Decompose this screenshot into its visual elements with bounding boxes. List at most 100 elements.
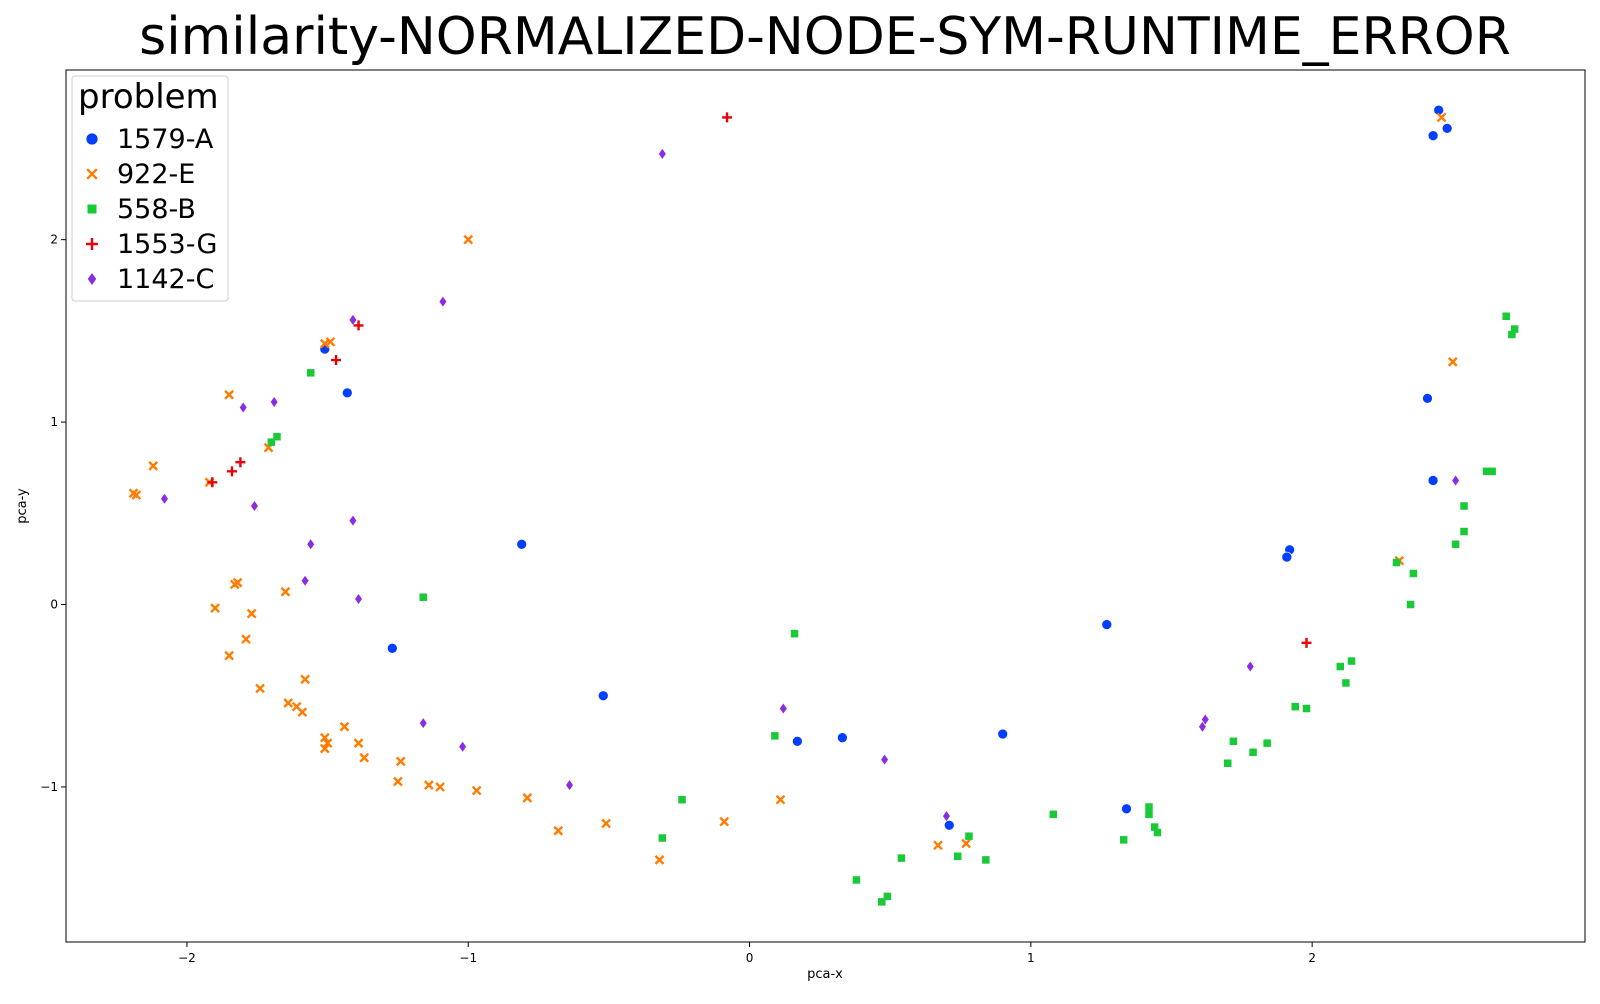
point [246,608,257,619]
point [779,703,787,714]
point [349,515,357,526]
legend-marker [87,273,97,285]
point [719,816,730,827]
point [1427,475,1439,486]
point [331,355,342,366]
point [953,852,962,861]
y-tick-label: 1 [50,415,58,429]
point [883,892,892,901]
legend-marker [86,168,98,180]
point [1281,551,1293,563]
point [349,314,357,325]
point [459,741,467,752]
point [1460,502,1468,510]
point [393,776,403,787]
point [1460,527,1468,536]
point [837,732,848,744]
point [943,819,955,831]
point [319,338,330,349]
point [1502,312,1510,321]
point [997,728,1009,740]
point [241,634,251,645]
legend-label: 1553-G [117,229,217,260]
point [1482,467,1491,476]
point [1145,810,1153,819]
point [419,593,427,601]
point [897,854,906,862]
legend-box [71,75,229,302]
point [341,387,353,399]
point [658,148,666,159]
point [160,493,168,504]
point [148,461,159,471]
x-tick-label: 2 [1308,951,1316,965]
point [224,389,235,400]
point [982,856,990,864]
point [419,718,427,729]
point [355,594,363,605]
point [1447,357,1458,367]
point [933,840,943,851]
point [1436,112,1447,123]
point [1263,739,1271,747]
legend-label: 1142-C [117,264,214,295]
point [1409,569,1418,578]
point [722,112,733,123]
point [353,738,364,749]
point [319,743,330,754]
point [1101,619,1113,630]
legend-label: 922-E [117,159,195,190]
y-axis-label: pca-y [15,488,30,524]
point [792,735,803,747]
x-tick-label: −1 [459,951,477,965]
y-tick-label: 2 [50,233,58,247]
point [1224,759,1232,767]
point [319,732,330,743]
point [226,466,237,477]
point [224,650,235,661]
point [210,603,220,614]
point [516,538,528,550]
point [1150,823,1159,831]
point [386,642,398,654]
point [553,825,564,836]
point [1153,828,1162,837]
point [1119,836,1128,844]
point [306,369,315,377]
legend-marker [86,238,98,250]
legend-marker [87,204,97,214]
point [1336,662,1345,671]
point [522,793,533,803]
point [1392,558,1401,567]
point [654,855,665,865]
point [353,320,364,331]
point [250,501,258,511]
point [339,721,350,732]
point [1121,803,1132,815]
point [1145,803,1153,811]
y-tick-label: −1 [40,780,58,794]
point [597,690,609,702]
point [1508,330,1516,339]
point [775,794,786,805]
point [1427,130,1439,142]
point [1441,123,1453,134]
point [1201,714,1209,725]
point [771,732,779,740]
legend-marker [85,132,99,146]
y-tick-label: 0 [50,598,58,612]
point [270,397,278,408]
point [322,738,333,749]
point [131,490,142,500]
point [439,296,447,307]
point [942,811,950,822]
point [881,754,889,765]
legend: problem 1579-A 922-E 558-B 1553-G 1142-C [71,75,229,302]
point [235,457,246,468]
x-axis-label: pca-x [807,967,843,982]
point [239,402,247,413]
point [1302,704,1311,713]
point [852,876,861,884]
point [1510,325,1519,333]
